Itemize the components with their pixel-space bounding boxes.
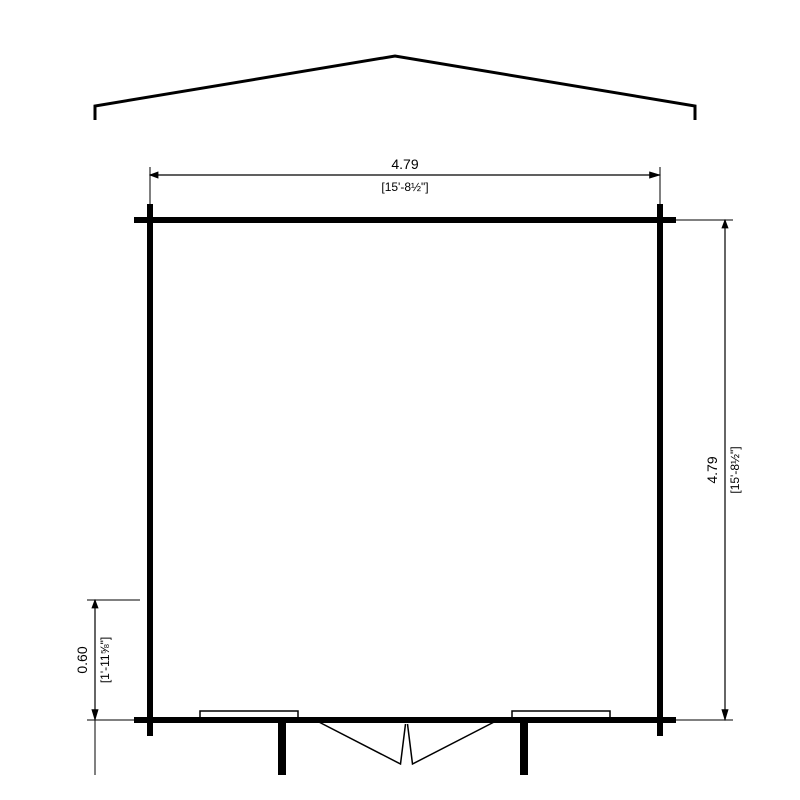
dim-right-metric: 4.79 xyxy=(704,456,720,483)
dim-top-imperial: [15'-8½"] xyxy=(381,180,428,194)
dim-top-metric: 4.79 xyxy=(391,156,418,172)
dimension-left: 0.60 [1'-11⅝"] xyxy=(74,600,140,775)
roof-elevation xyxy=(95,56,695,120)
dim-right-imperial: [15'-8½"] xyxy=(728,446,742,493)
floor-plan-walls xyxy=(134,204,676,736)
dimension-right: 4.79 [15'-8½"] xyxy=(670,220,742,720)
technical-drawing: 4.79 [15'-8½"] 4.79 [15'-8½"] 0.60 [1'-11⅝"… xyxy=(0,0,800,800)
dimension-top: 4.79 [15'-8½"] xyxy=(150,156,660,210)
dim-left-imperial: [1'-11⅝"] xyxy=(98,637,112,683)
dim-left-metric: 0.60 xyxy=(74,646,90,673)
